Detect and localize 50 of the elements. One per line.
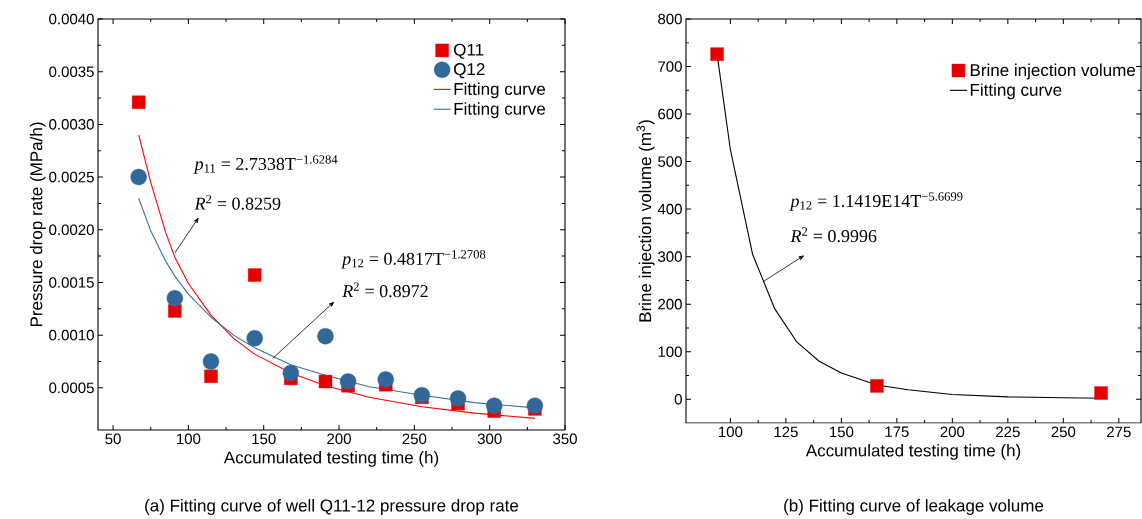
y-axis-title: Brine injection volume (m$^{3}$)	[636, 120, 655, 322]
legend-label: Q12	[454, 63, 485, 79]
x-tick-label: 150	[830, 426, 854, 438]
legend-label: Q11	[454, 43, 484, 59]
y-tick-label: 0.0005	[49, 382, 94, 394]
legend-label: Fitting curve	[970, 83, 1062, 100]
y-tick-label: 400	[657, 203, 682, 215]
y-tick-label: 100	[658, 346, 682, 358]
y-tick-label: 600	[658, 108, 682, 120]
legend-label: Fitting curve	[454, 82, 546, 99]
legend-label: Fitting curve	[454, 102, 546, 119]
x-tick-label: 300	[477, 433, 502, 445]
annotation: R$^{2}$ = 0.8259	[194, 194, 281, 210]
y-tick-label: 0.0030	[49, 119, 94, 130]
y-tick-label: 0	[674, 393, 682, 405]
y-tick-label: 700	[658, 61, 682, 72]
x-tick-label: 50	[105, 433, 121, 445]
y-axis-title: Pressure drop rate (MPa/h)	[29, 122, 46, 327]
x-tick-label: 200	[327, 433, 351, 445]
y-tick-label: 0.0020	[49, 224, 94, 236]
annotation: R$^{2}$ = 0.9996	[790, 227, 877, 243]
annotation: p$_{12}$ = 1.1419E14T$^{−5.6699}$	[789, 192, 963, 211]
x-tick-label: 225	[996, 426, 1020, 438]
x-tick-label: 125	[774, 426, 798, 438]
y-tick-label: 300	[658, 251, 682, 262]
y-tick-label: 0.0025	[49, 171, 94, 183]
x-tick-label: 200	[940, 426, 965, 438]
x-tick-label: 100	[719, 426, 743, 438]
x-tick-label: 175	[885, 426, 909, 437]
text: (a) Fitting curve of well Q11-12 pressure drop rate	[145, 499, 519, 515]
annotation: R$^{2}$ = 0.8972	[342, 282, 428, 298]
y-tick-label: 0.0040	[49, 13, 94, 25]
x-tick-label: 350	[553, 433, 577, 445]
text: (b) Fitting curve of leakage volume	[784, 499, 1044, 515]
y-tick-label: 0.0010	[49, 329, 94, 341]
y-tick-label: 0.0035	[49, 66, 94, 77]
y-tick-label: 200	[658, 298, 682, 310]
legend-label: Brine injection volume	[970, 63, 1136, 80]
y-tick-label: 500	[658, 156, 682, 167]
x-tick-label: 250	[1051, 426, 1076, 438]
x-tick-label: 275	[1107, 426, 1131, 438]
x-axis-title: Accumulated testing time (h)	[223, 451, 439, 467]
y-tick-label: 800	[658, 13, 682, 25]
annotation: p$_{12}$ = 0.4817T$^{−1.2708}$	[341, 250, 486, 269]
x-tick-label: 250	[402, 433, 427, 445]
y-tick-label: 0.0015	[49, 277, 94, 288]
x-tick-label: 150	[252, 433, 276, 445]
annotation: p$_{11}$ = 2.7338T$^{−1.6284}$	[193, 155, 338, 174]
x-axis-title: Accumulated testing time (h)	[805, 444, 1021, 460]
x-tick-label: 100	[177, 433, 201, 445]
